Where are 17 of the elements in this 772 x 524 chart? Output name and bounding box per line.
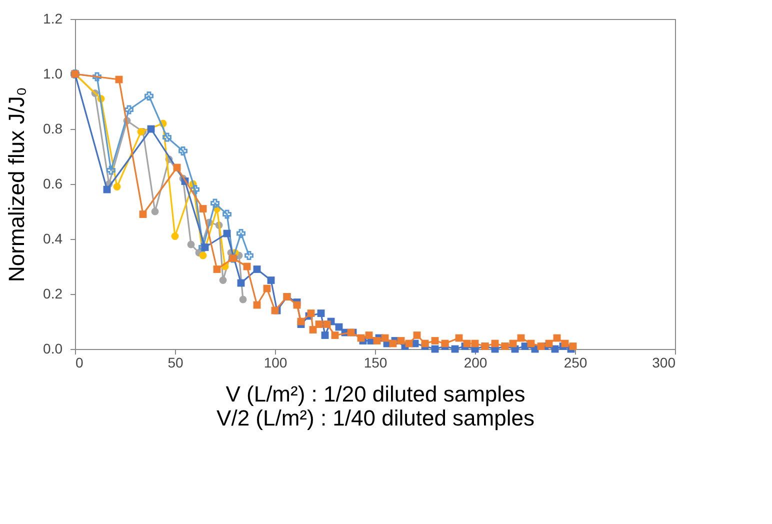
x-tick-label: 300 <box>652 354 676 370</box>
y-tick-label: 0.4 <box>43 230 63 246</box>
text: V/2 (L/m²) : 1/40 diluted samples <box>216 406 534 430</box>
text: V (L/m²) : 1/20 diluted samples <box>226 382 526 406</box>
x-tick-label: 250 <box>564 354 588 370</box>
y-tick-label: 0.8 <box>43 120 63 136</box>
x-tick-label: 100 <box>264 354 288 370</box>
y-tick-label: 1.0 <box>43 66 63 82</box>
x-tick-label: 0 <box>76 354 84 370</box>
y-tick-label: 0.6 <box>43 176 63 192</box>
x-tick-label: 150 <box>364 354 388 370</box>
y-tick-label: 1.2 <box>43 10 63 26</box>
x-tick-label: 50 <box>168 354 184 370</box>
y-axis-title: Normalized flux J/J₀ <box>4 87 30 282</box>
y-tick-label: 0.0 <box>43 340 63 356</box>
y-tick-label: 0.2 <box>43 286 63 302</box>
x-tick-label: 200 <box>464 354 488 370</box>
